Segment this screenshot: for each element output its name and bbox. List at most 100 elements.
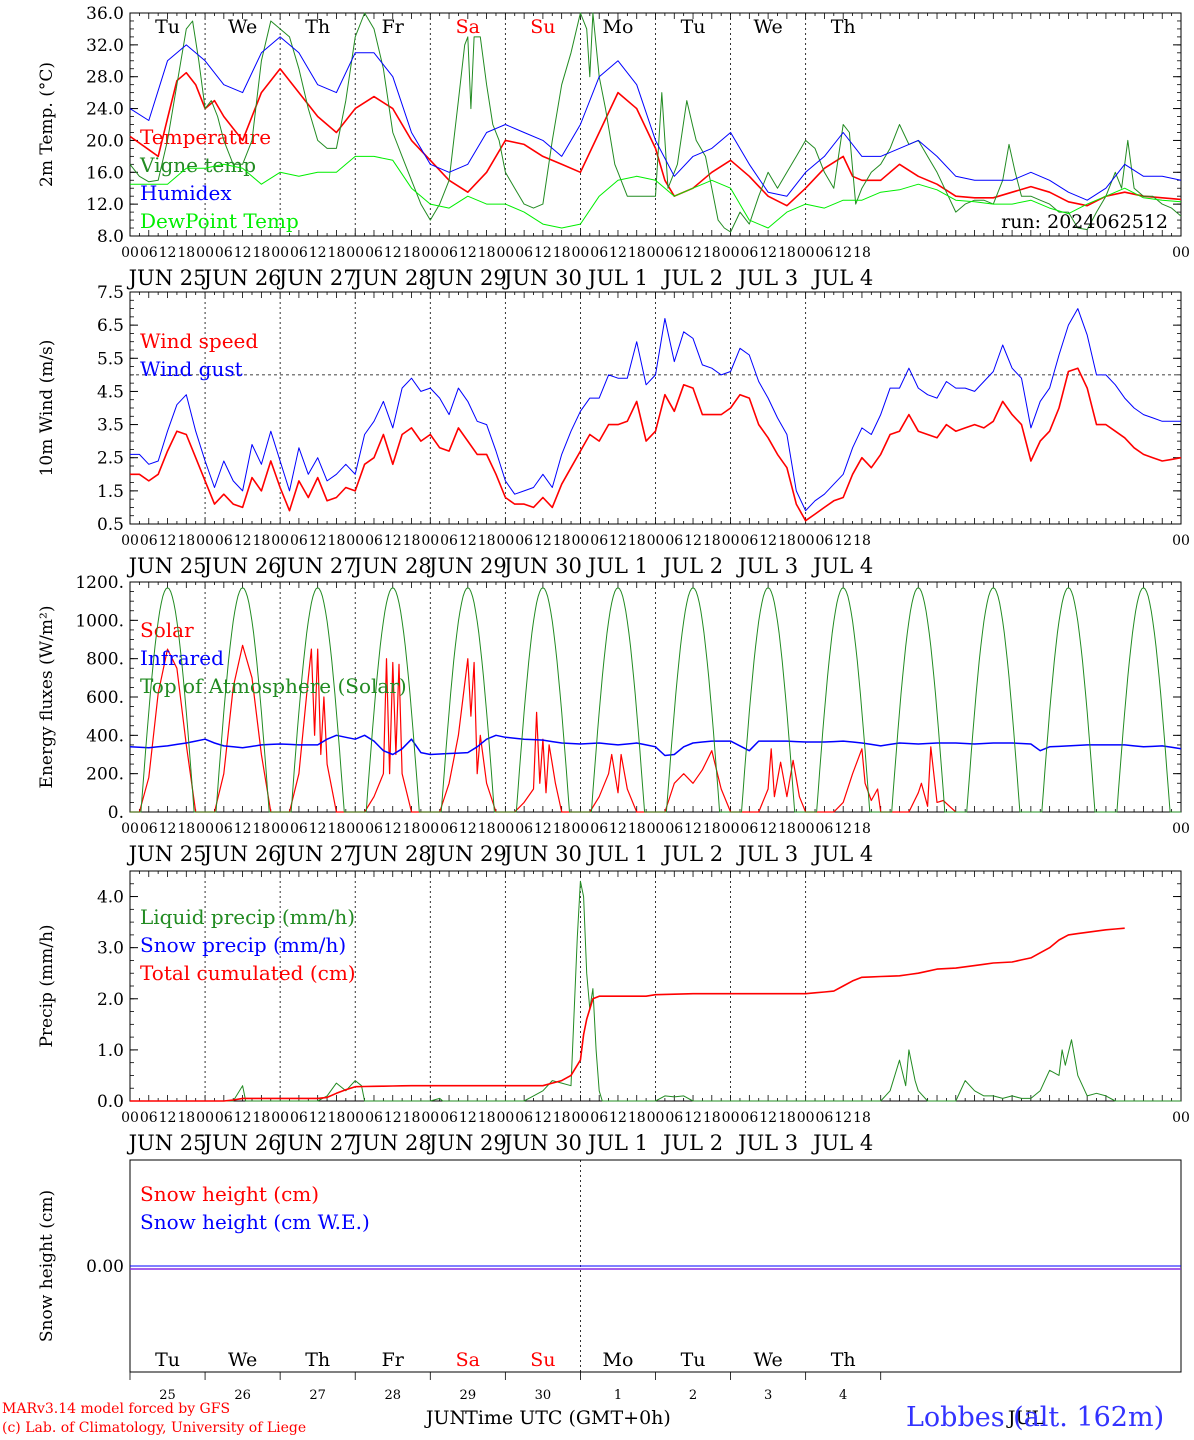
- weekday-label: Th: [831, 16, 856, 38]
- x-hour-label: 00: [1172, 821, 1190, 837]
- x-hour-label: 06: [815, 533, 833, 549]
- x-hour-label: 12: [234, 245, 252, 261]
- weekday-label: Su: [530, 16, 555, 38]
- x-day-label: JUN 28: [352, 266, 432, 290]
- x-hour-label: 18: [703, 533, 721, 549]
- day-number-label: 27: [309, 1388, 326, 1403]
- y-axis-label: 10m Wind (m/s): [37, 340, 57, 477]
- legend-entry: Top of Atmosphere (Solar): [140, 674, 407, 698]
- weekday-label: Fr: [382, 1349, 405, 1371]
- x-hour-label: 06: [665, 533, 683, 549]
- x-hour-label: 00: [1172, 1110, 1190, 1126]
- x-hour-label: 06: [365, 533, 383, 549]
- x-hour-label: 06: [740, 821, 758, 837]
- x-hour-label: 06: [740, 1110, 758, 1126]
- x-hour-label: 18: [177, 1110, 195, 1126]
- x-hour-label: 12: [684, 533, 702, 549]
- x-hour-label: 00: [121, 1110, 139, 1126]
- x-hour-label: 12: [384, 245, 402, 261]
- x-hour-label: 12: [834, 533, 852, 549]
- x-hour-label: 12: [159, 245, 177, 261]
- x-hour-label: 00: [196, 245, 214, 261]
- legend-entry: DewPoint Temp: [140, 209, 299, 233]
- x-hour-label: 12: [834, 821, 852, 837]
- x-hour-label: 06: [815, 245, 833, 261]
- x-day-label: JUN 26: [202, 1131, 282, 1155]
- x-hour-label: 00: [121, 533, 139, 549]
- x-hour-label: 12: [234, 821, 252, 837]
- x-hour-label: 06: [590, 1110, 608, 1126]
- x-hour-label: 12: [159, 821, 177, 837]
- x-hour-label: 00: [572, 821, 590, 837]
- x-hour-label: 18: [328, 533, 346, 549]
- x-hour-label: 06: [140, 1110, 158, 1126]
- weekday-label: Tu: [155, 16, 180, 38]
- y-tick-label: 20.0: [86, 131, 124, 151]
- x-hour-label: 00: [196, 821, 214, 837]
- x-day-label: JUN 29: [427, 266, 507, 290]
- y-tick-label: 4.5: [97, 382, 124, 402]
- x-day-label: JUL 4: [811, 554, 873, 578]
- x-day-label: JUN 30: [502, 1131, 582, 1155]
- x-hour-label: 12: [609, 1110, 627, 1126]
- x-hour-label: 18: [252, 245, 270, 261]
- x-hour-label: 12: [759, 245, 777, 261]
- x-hour-label: 00: [1172, 245, 1190, 261]
- x-hour-label: 00: [271, 533, 289, 549]
- x-day-label: JUL 1: [586, 842, 648, 866]
- day-number-label: 3: [764, 1388, 772, 1403]
- x-hour-label: 12: [384, 1110, 402, 1126]
- weekday-label: Su: [530, 1349, 555, 1371]
- x-hour-label: 00: [1172, 533, 1190, 549]
- series-line-vigne-temp: [129, 12, 1182, 233]
- y-tick-label: 0.0: [97, 1092, 124, 1112]
- x-hour-label: 18: [252, 821, 270, 837]
- y-tick-label: 2.0: [97, 990, 124, 1010]
- panel-4: 0.0 1.0 2.0 3.0 4.0 Precip (mm/h) Liquid preci…: [37, 870, 1190, 1155]
- x-hour-label: 06: [290, 533, 308, 549]
- x-hour-label: 18: [177, 533, 195, 549]
- y-tick-label: 6.5: [97, 316, 124, 336]
- x-day-label: JUL 1: [586, 1131, 648, 1155]
- x-hour-label: 12: [684, 821, 702, 837]
- x-hour-label: 06: [590, 821, 608, 837]
- x-hour-label: 18: [703, 245, 721, 261]
- x-hour-label: 06: [740, 533, 758, 549]
- x-hour-label: 06: [665, 1110, 683, 1126]
- weekday-label: Fr: [382, 16, 405, 38]
- weekday-label: We: [228, 16, 257, 38]
- weekday-label: Mo: [603, 1349, 634, 1371]
- x-hour-label: 18: [853, 245, 871, 261]
- x-hour-label: 00: [346, 245, 364, 261]
- x-hour-label: 00: [647, 245, 665, 261]
- legend-entry: Snow height (cm W.E.): [140, 1210, 370, 1234]
- weekday-label: Sa: [456, 16, 480, 38]
- x-day-label: JUL 1: [586, 266, 648, 290]
- x-day-label: JUL 2: [661, 266, 723, 290]
- x-hour-label: 00: [722, 1110, 740, 1126]
- y-tick-label: 600.: [86, 688, 124, 708]
- y-axis-label: Snow height (cm): [37, 1190, 57, 1342]
- station-name: Lobbes (alt. 162m): [906, 1402, 1165, 1433]
- x-hour-label: 06: [215, 821, 233, 837]
- x-hour-label: 06: [140, 533, 158, 549]
- x-hour-label: 06: [515, 245, 533, 261]
- x-hour-label: 06: [665, 245, 683, 261]
- panel-5: 0.00 Snow height (cm) Snow height (cm) Snow…: [37, 1159, 1182, 1380]
- y-axis-label: 2m Temp. (°C): [37, 62, 57, 187]
- x-hour-label: 06: [140, 245, 158, 261]
- x-hour-label: 00: [121, 821, 139, 837]
- series-line-wind-speed: [130, 367, 1182, 522]
- y-tick-label: 400.: [86, 726, 124, 746]
- series-line-top-of-atmosphere-solar-: [130, 587, 1181, 813]
- x-hour-label: 00: [572, 1110, 590, 1126]
- x-hour-label: 12: [684, 245, 702, 261]
- x-hour-label: 12: [609, 821, 627, 837]
- x-day-label: JUL 4: [811, 1131, 873, 1155]
- x-hour-label: 00: [271, 821, 289, 837]
- weekday-label: Tu: [155, 1349, 180, 1371]
- x-hour-label: 06: [815, 1110, 833, 1126]
- series-line-temperature: [129, 68, 1182, 207]
- legend-entry: Temperature: [140, 125, 271, 149]
- y-tick-label: 24.0: [86, 100, 124, 120]
